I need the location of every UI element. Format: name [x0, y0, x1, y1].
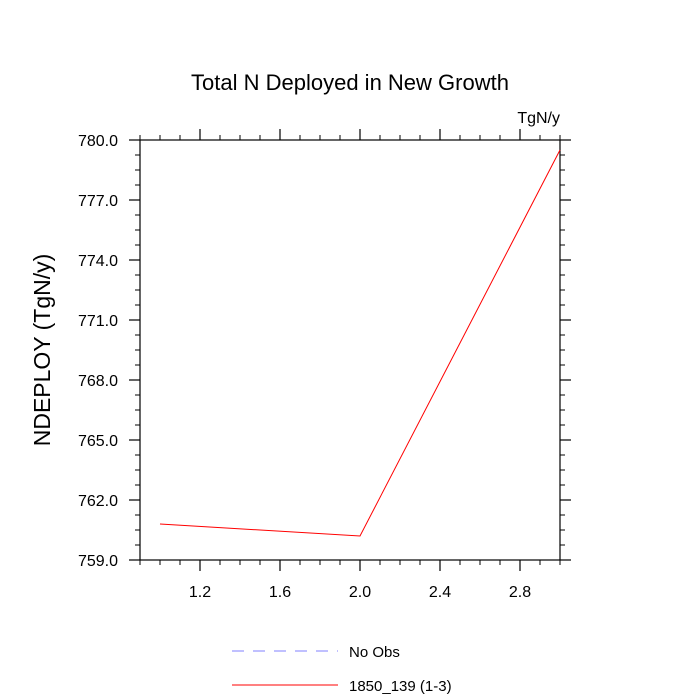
chart-title: Total N Deployed in New Growth: [191, 70, 509, 95]
units-label: TgN/y: [517, 110, 560, 127]
series-line: [159, 149, 561, 537]
y-tick-label: 768.0: [78, 373, 118, 390]
y-tick-label: 765.0: [78, 433, 118, 450]
legend-label: No Obs: [349, 644, 400, 661]
x-tick-label: 2.4: [429, 584, 451, 601]
y-tick-label: 777.0: [78, 193, 118, 210]
x-tick-label: 1.2: [189, 584, 211, 601]
y-tick-label: 762.0: [78, 493, 118, 510]
y-tick-label: 774.0: [78, 253, 118, 270]
x-tick-label: 1.6: [269, 584, 291, 601]
y-tick-label: 780.0: [78, 133, 118, 150]
plot-frame: [139, 139, 561, 561]
legend-label: 1850_139 (1-3): [349, 678, 452, 695]
y-axis-label: NDEPLOY (TgN/y): [29, 254, 55, 447]
y-tick-label: 759.0: [78, 553, 118, 570]
x-tick-label: 2.0: [349, 584, 371, 601]
x-tick-label: 2.8: [509, 584, 531, 601]
plot-area: 1.2 1.6 2.0 2.4 2.8 759.0 762.0 765.0 768.0 771.0…: [78, 129, 571, 601]
legend: No Obs 1850_139 (1-3): [232, 644, 452, 695]
y-tick-label: 771.0: [78, 313, 118, 330]
